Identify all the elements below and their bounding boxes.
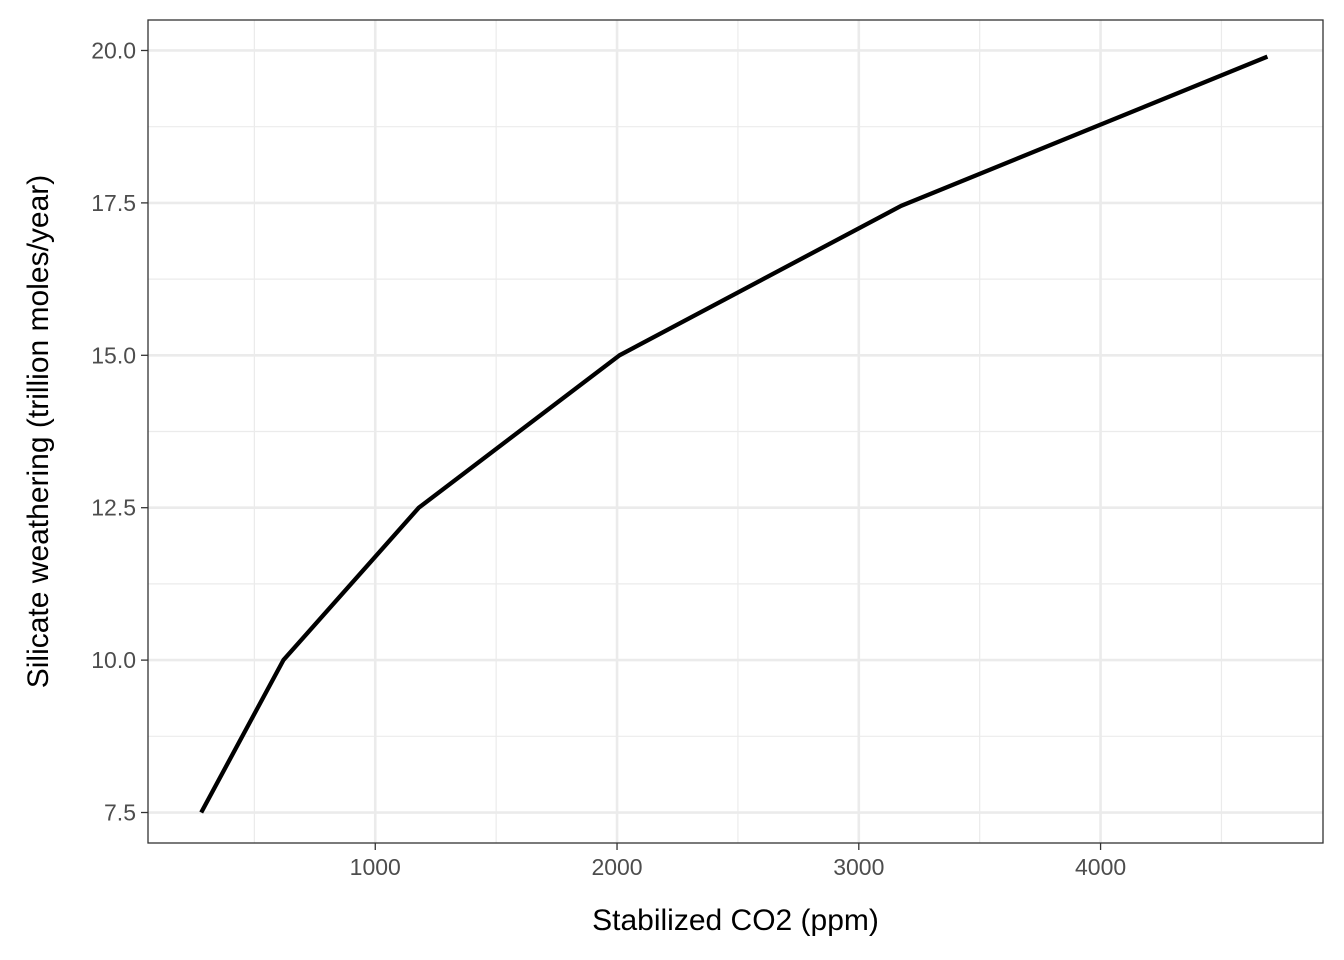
series-line-0 [199, 54, 1269, 814]
x-tick-label-2: 3000 [833, 854, 884, 880]
minor-grid [148, 20, 1323, 843]
x-tick-label-3: 4000 [1075, 854, 1126, 880]
y-tick-label-4: 17.5 [91, 190, 136, 216]
tick-labels: 1000 2000 3000 4000 7.5 10.0 12.5 15.0 17.5 20.0 [91, 37, 1126, 880]
major-grid [148, 20, 1323, 843]
x-tick-label-0: 1000 [350, 854, 401, 880]
y-tick-label-0: 7.5 [104, 800, 136, 826]
axis-ticks [141, 49, 1102, 850]
plot-panel-border [147, 19, 1324, 844]
y-tick-label-5: 20.0 [91, 37, 136, 63]
x-axis-title: Stabilized CO2 (ppm) [592, 904, 879, 937]
y-tick-label-2: 12.5 [91, 495, 136, 521]
series-layer [199, 54, 1269, 814]
y-tick-label-3: 15.0 [91, 342, 136, 368]
y-tick-label-1: 10.0 [91, 647, 136, 673]
y-axis-title: Silicate weathering (trillion moles/year… [22, 175, 55, 689]
x-tick-label-1: 2000 [591, 854, 642, 880]
